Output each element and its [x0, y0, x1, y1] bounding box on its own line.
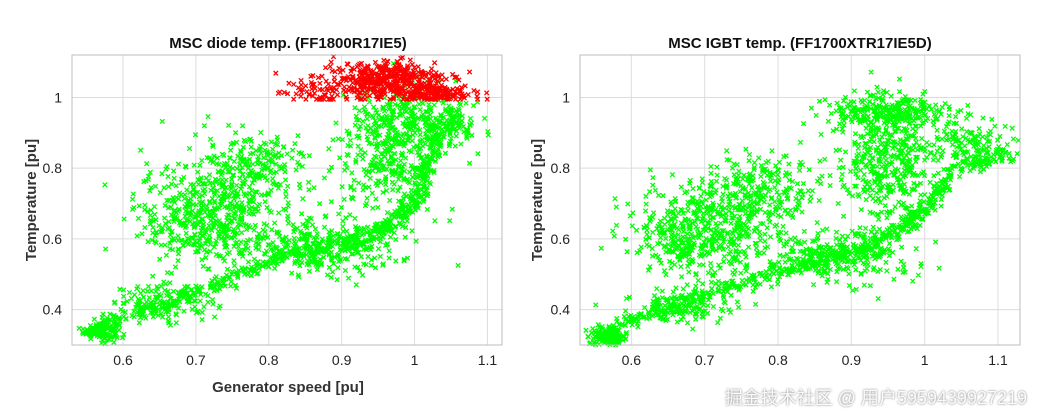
y-axis-label: Temperature [pu] — [529, 139, 546, 261]
watermark: 掘金技术社区 @ 用户5959439927219 — [724, 388, 1027, 408]
chart-diode-temp: MSC diode temp. (FF1800R17IE5) 0.6 0.7 0.8… — [23, 35, 503, 396]
series-above-limit — [273, 53, 490, 102]
y-tick-label: 0.8 — [551, 160, 571, 176]
chart-title: MSC IGBT temp. (FF1700XTR17IE5D) — [668, 35, 931, 52]
x-tick-label: 1.1 — [478, 352, 498, 368]
y-tick-label: 1 — [54, 89, 62, 105]
x-tick-label: 0.8 — [768, 352, 788, 368]
x-tick-labels: 0.6 0.7 0.8 0.9 1 1.1 — [622, 352, 1008, 368]
x-tick-label: 1 — [921, 352, 929, 368]
y-axis-label: Temperature [pu] — [23, 139, 40, 261]
y-tick-label: 0.6 — [43, 231, 63, 247]
x-tick-label: 1 — [411, 352, 419, 368]
scatter-points — [76, 53, 492, 347]
y-tick-label: 0.4 — [43, 302, 63, 318]
x-axis-label: Generator speed [pu] — [212, 379, 364, 396]
x-tick-label: 0.7 — [186, 352, 206, 368]
scatter-points — [583, 69, 1021, 348]
y-tick-label: 0.4 — [551, 302, 571, 318]
chart-igbt-temp: MSC IGBT temp. (FF1700XTR17IE5D) 0.6 0.7 0… — [529, 35, 1021, 368]
x-tick-label: 0.9 — [332, 352, 352, 368]
plot-frame — [71, 54, 503, 346]
y-tick-label: 0.6 — [551, 231, 571, 247]
x-tick-label: 0.6 — [622, 352, 642, 368]
series-below-limit — [583, 69, 1021, 348]
y-tick-labels: 0.4 0.6 0.8 1 — [551, 89, 571, 317]
y-tick-label: 0.8 — [43, 160, 63, 176]
x-tick-label: 0.7 — [695, 352, 715, 368]
x-tick-label: 0.9 — [842, 352, 862, 368]
y-tick-label: 1 — [562, 89, 570, 105]
y-tick-labels: 0.4 0.6 0.8 1 — [43, 89, 63, 317]
x-tick-label: 0.8 — [259, 352, 279, 368]
plot-frame — [579, 54, 1021, 346]
chart-title: MSC diode temp. (FF1800R17IE5) — [169, 35, 407, 52]
series-below-limit — [76, 60, 492, 347]
x-tick-label: 1.1 — [988, 352, 1008, 368]
x-tick-label: 0.6 — [113, 352, 133, 368]
x-tick-labels: 0.6 0.7 0.8 0.9 1 1.1 — [113, 352, 497, 368]
